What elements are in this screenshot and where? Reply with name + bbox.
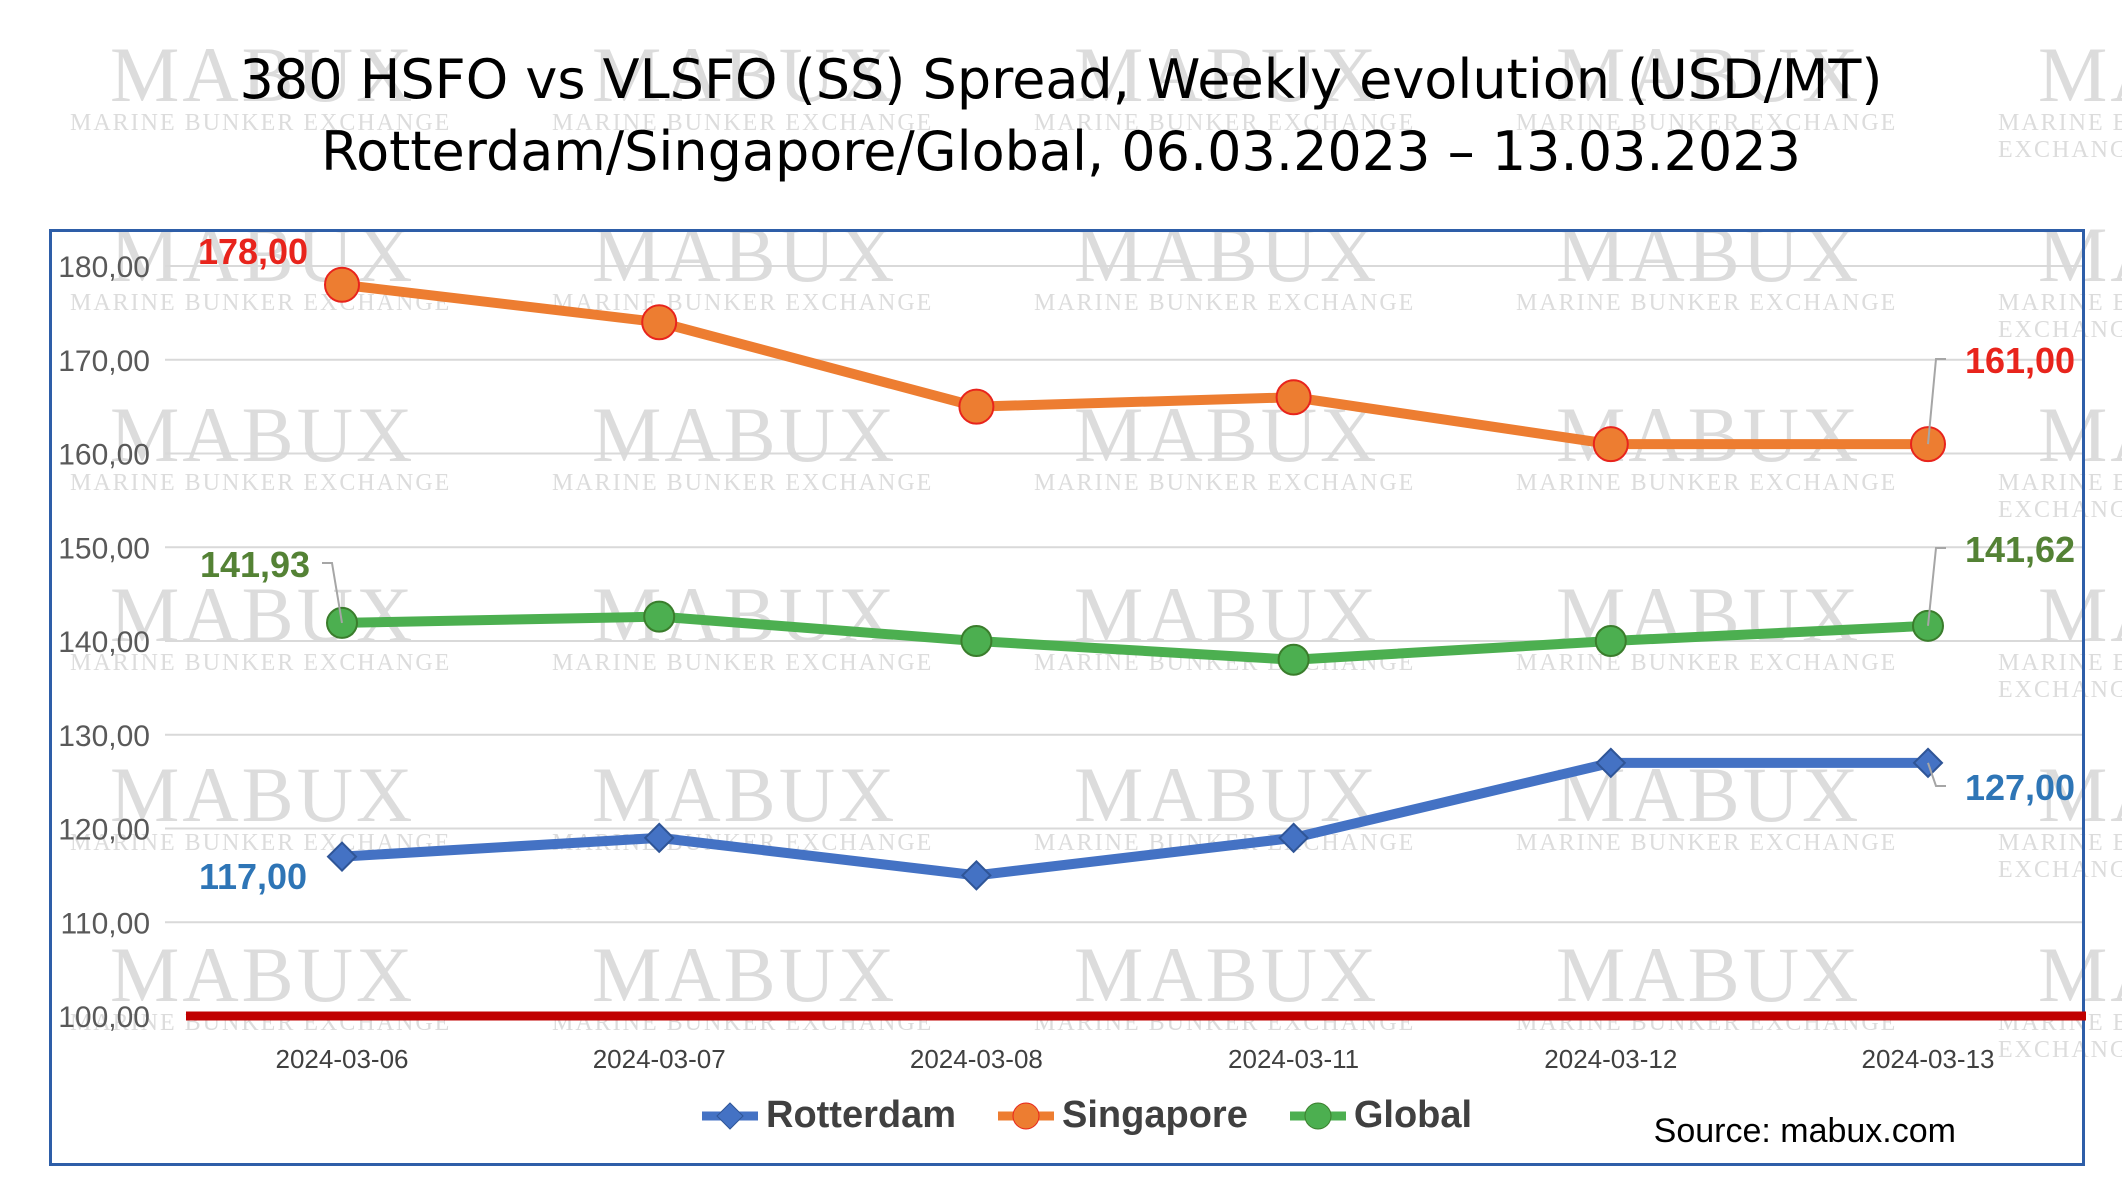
- x-tick-label: 2024-03-06: [276, 1044, 409, 1074]
- data-label-rotterdam: 117,00: [199, 856, 307, 897]
- data-label-singapore: 161,00: [1965, 340, 2075, 381]
- data-point-singapore: [324, 266, 360, 303]
- legend-marker-rotterdam: [702, 1101, 758, 1130]
- legend-item-singapore: Singapore: [996, 1094, 1248, 1137]
- chart-frame: [49, 229, 2085, 1166]
- source-note: Source: mabux.com: [1653, 1112, 1956, 1150]
- y-tick-label: 170,00: [58, 345, 150, 378]
- legend-label-rotterdam: Rotterdam: [766, 1094, 957, 1136]
- leader-line: [1927, 358, 1946, 445]
- legend-marker-global: [1289, 1102, 1346, 1129]
- data-point-global: [1594, 625, 1627, 657]
- y-tick-label: 140,00: [58, 626, 150, 659]
- x-tick-label: 2024-03-07: [593, 1044, 726, 1074]
- legend-item-global: Global: [1288, 1094, 1472, 1137]
- x-tick-label: 2024-03-08: [910, 1044, 1043, 1074]
- data-point-rotterdam: [960, 859, 992, 891]
- data-label-singapore: 178,00: [198, 231, 308, 272]
- data-point-singapore: [1275, 379, 1312, 416]
- legend-label-global: Global: [1353, 1094, 1473, 1136]
- data-point-singapore: [1592, 426, 1629, 463]
- series-line-singapore: [341, 279, 1928, 450]
- data-point-rotterdam: [1595, 747, 1627, 779]
- y-tick-label: 130,00: [58, 720, 150, 753]
- data-point-global: [643, 600, 676, 633]
- data-point-rotterdam: [326, 841, 358, 873]
- leader-line: [1927, 547, 1946, 626]
- chart-title-line2: Rotterdam/Singapore/Global, 06.03.2023 –…: [320, 120, 1802, 183]
- data-point-singapore: [958, 388, 995, 425]
- x-tick-label: 2024-03-11: [1228, 1044, 1359, 1074]
- series-line-rotterdam: [341, 757, 1928, 881]
- data-point-rotterdam: [1278, 822, 1310, 854]
- y-tick-label: 150,00: [58, 532, 150, 565]
- legend-marker-singapore: [998, 1102, 1055, 1129]
- data-point-rotterdam: [643, 822, 675, 854]
- data-point-global: [1277, 643, 1310, 676]
- y-tick-label: 160,00: [58, 439, 150, 472]
- series-line-global: [341, 611, 1929, 665]
- chart-title-line1: 380 HSFO vs VLSFO (SS) Spread, Weekly ev…: [239, 48, 1883, 111]
- y-tick-label: 120,00: [58, 814, 150, 847]
- y-tick-label: 100,00: [58, 1001, 150, 1034]
- legend-label-singapore: Singapore: [1062, 1094, 1248, 1136]
- data-point-singapore: [641, 304, 678, 341]
- legend-item-rotterdam: Rotterdam: [700, 1094, 956, 1137]
- y-tick-label: 110,00: [60, 907, 150, 940]
- data-label-rotterdam: 127,00: [1965, 767, 2075, 808]
- x-tick-label: 2024-03-12: [1544, 1044, 1677, 1074]
- chart-legend: Rotterdam Singapore Global: [700, 1094, 1472, 1137]
- data-label-global: 141,93: [200, 544, 310, 585]
- data-label-global: 141,62: [1965, 529, 2075, 570]
- leader-line: [322, 562, 343, 624]
- x-tick-label: 2024-03-13: [1862, 1044, 1995, 1074]
- leader-line: [1927, 762, 1946, 787]
- data-point-global: [960, 625, 993, 657]
- y-tick-label: 180,00: [58, 251, 150, 284]
